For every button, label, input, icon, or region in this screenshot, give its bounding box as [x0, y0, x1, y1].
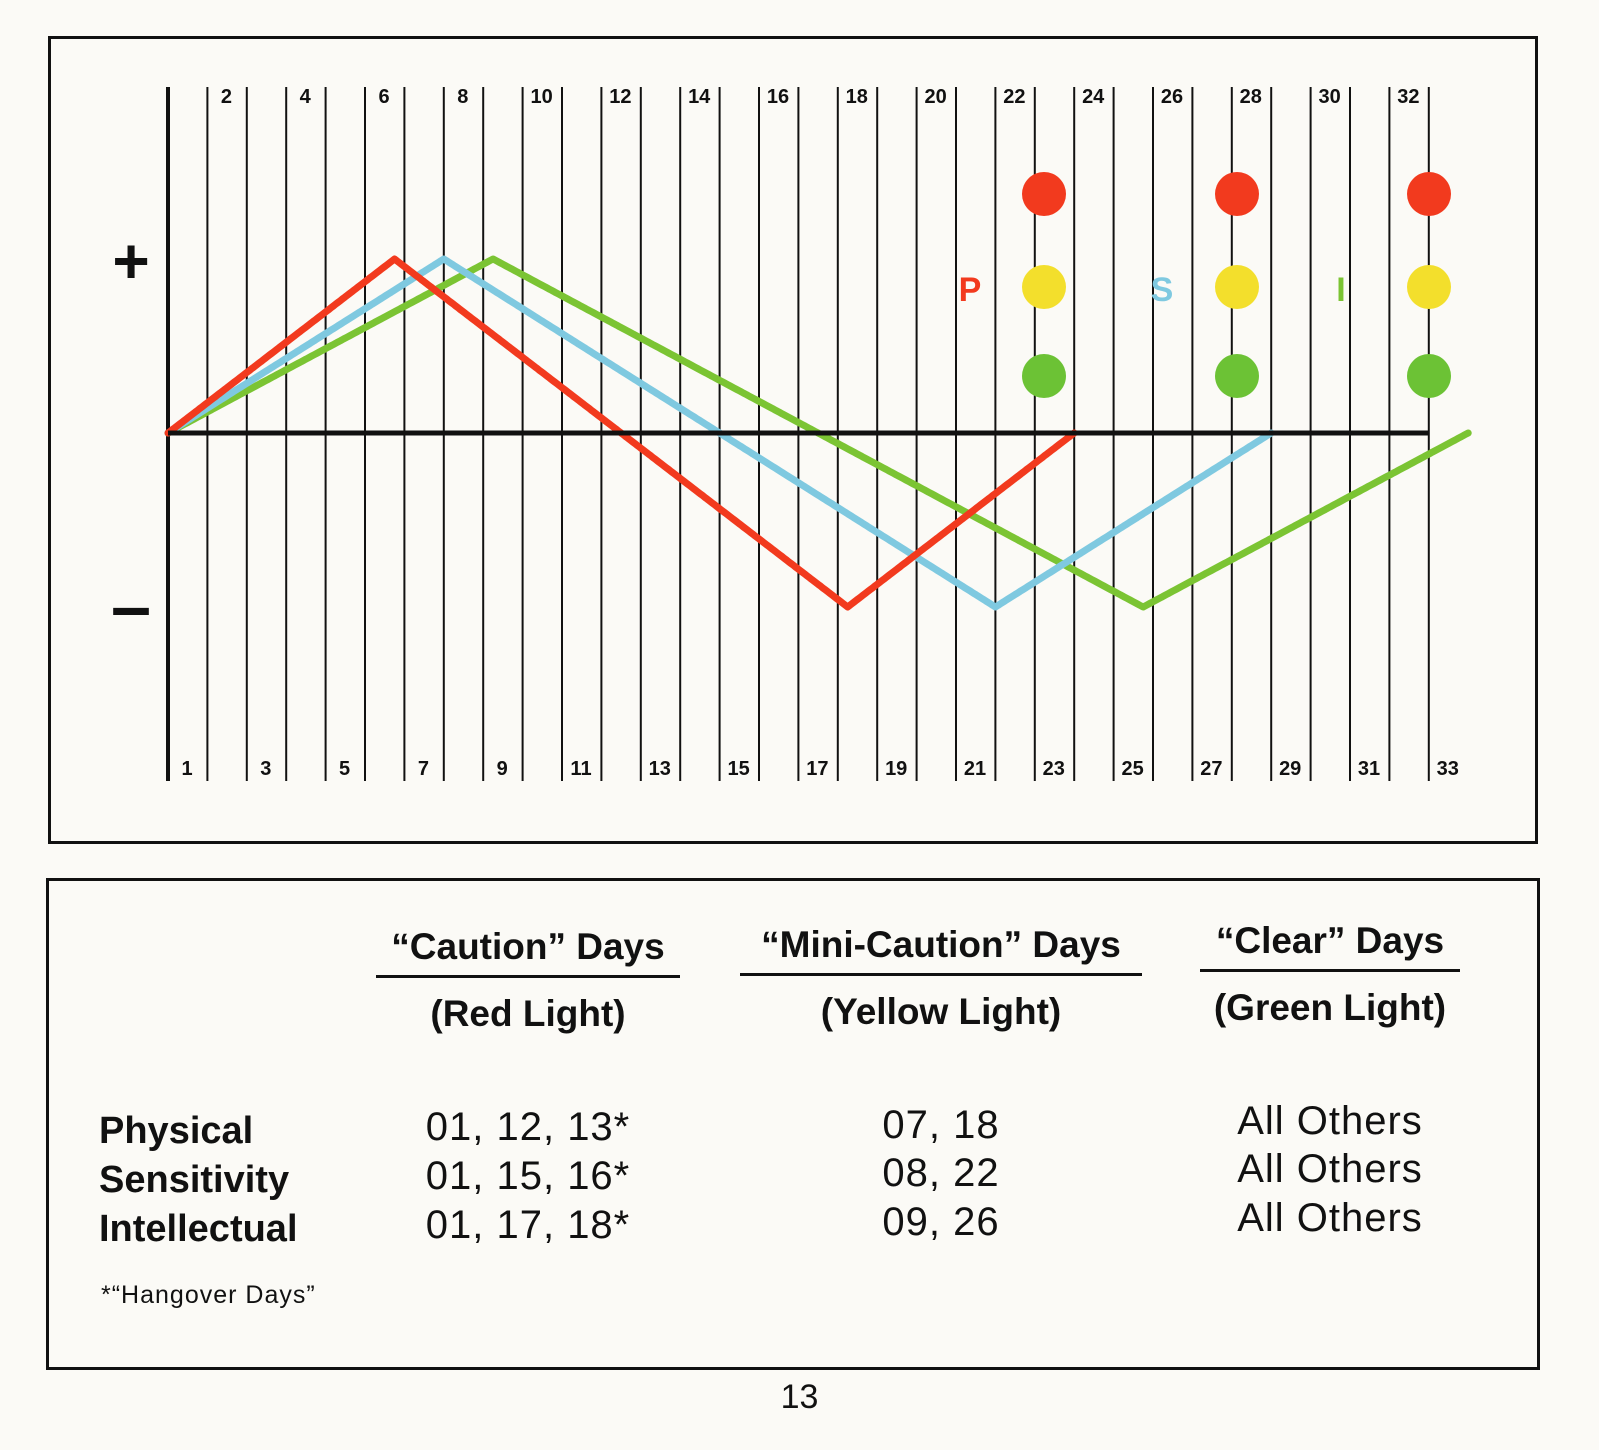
day-label-bottom: 7 — [418, 758, 429, 780]
day-label-bottom: 19 — [885, 758, 907, 780]
biorhythm-chart: 2 4 6 8 10 12 14 16 18 20 22 24 26 28 30 32 1 3 5 7 9 11 13 15 1… — [48, 36, 1538, 844]
day-label-top: 14 — [688, 86, 711, 108]
row-label-physical: Physical — [99, 1110, 254, 1152]
day-label-bottom: 11 — [570, 758, 591, 780]
cell-intellectual-mini-caution: 09, 26 — [882, 1200, 1000, 1244]
day-label-bottom: 31 — [1358, 758, 1380, 780]
column-heading: “Caution” Days — [376, 925, 680, 978]
cell-sensitivity-mini-caution: 08, 22 — [882, 1151, 1000, 1195]
column-header-clear: “Clear” Days (Green Light) — [1200, 919, 1460, 1030]
column-subheading: (Yellow Light) — [820, 991, 1062, 1032]
day-label-bottom: 17 — [806, 758, 828, 780]
column-heading: “Clear” Days — [1200, 919, 1460, 972]
day-label-bottom: 27 — [1200, 758, 1222, 780]
page-number: 13 — [780, 1378, 819, 1416]
day-label-bottom: 5 — [339, 758, 350, 780]
column-subheading: (Green Light) — [1213, 987, 1447, 1028]
day-label-bottom: 13 — [649, 758, 671, 780]
traffic-light — [1022, 265, 1066, 309]
day-label-bottom: 29 — [1279, 758, 1301, 780]
column-subheading: (Red Light) — [430, 993, 626, 1034]
traffic-light — [1022, 172, 1066, 216]
day-label-bottom: 33 — [1437, 758, 1459, 780]
chart-plot: 2 4 6 8 10 12 14 16 18 20 22 24 26 28 30 321 3 5 7 9 11 13 15 1… — [111, 86, 1472, 781]
day-label-bottom: 15 — [727, 758, 749, 780]
cell-physical-mini-caution: 07, 18 — [882, 1103, 1000, 1147]
traffic-light — [1407, 354, 1451, 398]
traffic-light — [1215, 172, 1259, 216]
series-letter-s: S — [1151, 271, 1174, 309]
row-label-intellectual: Intellectual — [99, 1208, 298, 1250]
series-letter-p: P — [959, 271, 982, 309]
day-label-top: 32 — [1397, 86, 1419, 108]
cell-physical-caution: 01, 12, 13* — [425, 1105, 631, 1149]
day-label-top: 10 — [530, 86, 552, 108]
day-label-top: 30 — [1318, 86, 1340, 108]
plus-sign: + — [112, 225, 149, 297]
traffic-light — [1407, 172, 1451, 216]
day-label-top: 16 — [767, 86, 789, 108]
column-header-mini-caution: “Mini-Caution” Days (Yellow Light) — [740, 923, 1142, 1034]
minus-sign: – — [111, 567, 151, 647]
cell-intellectual-clear: All Others — [1237, 1196, 1423, 1240]
day-label-bottom: 23 — [1043, 758, 1065, 780]
day-label-top: 6 — [378, 86, 389, 108]
day-label-bottom: 9 — [497, 758, 508, 780]
caution-days-table: “Caution” Days (Red Light) “Mini-Caution… — [46, 878, 1540, 1370]
day-label-top: 18 — [846, 86, 868, 108]
day-label-top: 22 — [1003, 86, 1025, 108]
day-label-top: 24 — [1082, 86, 1105, 108]
day-label-top: 20 — [924, 86, 946, 108]
day-label-top: 4 — [300, 86, 312, 108]
day-label-bottom: 25 — [1121, 758, 1143, 780]
series-letter-i: I — [1336, 271, 1345, 309]
day-label-top: 28 — [1240, 86, 1262, 108]
traffic-light — [1407, 265, 1451, 309]
day-label-bottom: 1 — [181, 758, 192, 780]
column-heading: “Mini-Caution” Days — [740, 923, 1142, 976]
day-label-bottom: 21 — [964, 758, 986, 780]
column-header-caution: “Caution” Days (Red Light) — [376, 925, 680, 1036]
traffic-light — [1022, 354, 1066, 398]
day-label-top: 2 — [221, 86, 232, 108]
traffic-light — [1215, 265, 1259, 309]
day-label-top: 8 — [457, 86, 468, 108]
day-label-top: 26 — [1161, 86, 1183, 108]
row-label-sensitivity: Sensitivity — [99, 1159, 290, 1201]
footnote-hangover-days: *“Hangover Days” — [101, 1281, 316, 1309]
day-label-bottom: 3 — [260, 758, 271, 780]
cell-intellectual-caution: 01, 17, 18* — [425, 1203, 631, 1247]
day-label-top: 12 — [609, 86, 631, 108]
traffic-light — [1215, 354, 1259, 398]
cell-sensitivity-clear: All Others — [1237, 1147, 1423, 1191]
cell-sensitivity-caution: 01, 15, 16* — [425, 1154, 631, 1198]
cell-physical-clear: All Others — [1237, 1099, 1423, 1143]
